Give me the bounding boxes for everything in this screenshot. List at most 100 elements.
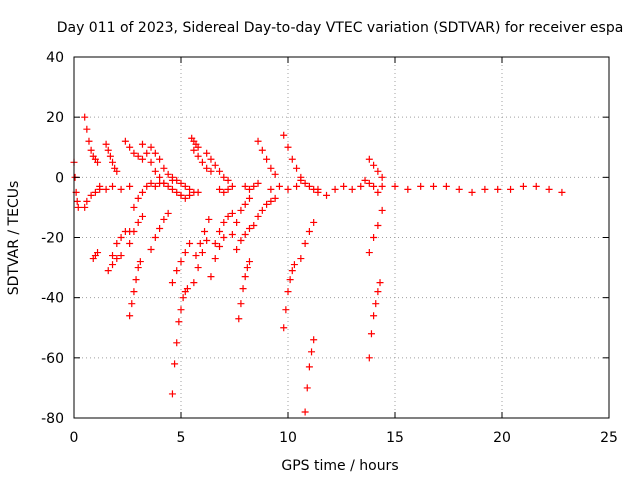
data-point bbox=[164, 170, 172, 178]
x-tick-label: 20 bbox=[493, 430, 511, 446]
data-point bbox=[293, 164, 301, 172]
data-point bbox=[134, 264, 142, 272]
data-point bbox=[147, 158, 155, 166]
data-point bbox=[250, 221, 258, 229]
data-point bbox=[87, 191, 95, 199]
data-point bbox=[216, 185, 224, 193]
series-arc-ak bbox=[280, 261, 298, 332]
data-point bbox=[282, 306, 290, 314]
data-point bbox=[288, 155, 296, 163]
x-tick-labels: 0 5 10 15 20 25 bbox=[70, 430, 618, 446]
series-arc-r bbox=[168, 173, 194, 193]
data-point bbox=[126, 312, 134, 320]
data-point bbox=[168, 185, 176, 193]
y-tick-labels: -80 -60 -40 -20 0 20 40 bbox=[41, 50, 64, 427]
series-arc-y bbox=[190, 146, 215, 175]
data-point bbox=[267, 185, 275, 193]
data-point bbox=[104, 267, 112, 275]
data-point bbox=[175, 318, 183, 326]
data-point bbox=[224, 185, 232, 193]
data-point bbox=[164, 182, 172, 190]
data-marks bbox=[70, 113, 566, 416]
data-point bbox=[102, 140, 110, 148]
data-point bbox=[85, 137, 93, 145]
data-point bbox=[173, 188, 181, 196]
data-point bbox=[134, 152, 142, 160]
data-point bbox=[138, 212, 146, 220]
data-point bbox=[216, 227, 224, 235]
data-point bbox=[237, 237, 245, 245]
data-point bbox=[130, 149, 138, 157]
series-arc-v bbox=[188, 134, 202, 151]
data-point bbox=[203, 237, 211, 245]
data-point bbox=[263, 200, 271, 208]
data-point bbox=[198, 249, 206, 257]
data-point bbox=[220, 218, 228, 226]
data-point bbox=[177, 179, 185, 187]
data-point bbox=[545, 185, 553, 193]
data-point bbox=[102, 185, 110, 193]
x-tick-label: 10 bbox=[279, 430, 297, 446]
data-point bbox=[290, 261, 298, 269]
data-point bbox=[532, 182, 540, 190]
data-point bbox=[374, 167, 382, 175]
data-point bbox=[134, 218, 142, 226]
data-point bbox=[468, 188, 476, 196]
series-arc-ab bbox=[211, 209, 236, 248]
data-point bbox=[179, 294, 187, 302]
data-point bbox=[250, 182, 258, 190]
data-point bbox=[228, 209, 236, 217]
data-point bbox=[203, 149, 211, 157]
y-tick-label: 0 bbox=[55, 170, 64, 186]
data-point bbox=[192, 252, 200, 260]
data-point bbox=[216, 243, 224, 251]
series-arc-n bbox=[147, 209, 172, 254]
data-point bbox=[138, 140, 146, 148]
series-arc-aj bbox=[267, 182, 301, 193]
data-point bbox=[275, 182, 283, 190]
data-point bbox=[301, 179, 309, 187]
series-arc-ar bbox=[365, 206, 386, 257]
data-point bbox=[558, 188, 566, 196]
series-arc-b bbox=[81, 113, 102, 166]
series-arc-l bbox=[130, 182, 151, 211]
series-arc-ac bbox=[216, 182, 236, 196]
data-point bbox=[160, 179, 168, 187]
data-point bbox=[207, 167, 215, 175]
data-point bbox=[194, 152, 202, 160]
x-tick-label: 15 bbox=[386, 430, 404, 446]
series-arc-ai bbox=[254, 137, 279, 178]
data-point bbox=[156, 173, 164, 181]
data-point bbox=[96, 182, 104, 190]
y-tick-label: 20 bbox=[46, 110, 64, 126]
data-point bbox=[220, 188, 228, 196]
y-tick-label: -80 bbox=[41, 411, 64, 427]
data-point bbox=[211, 255, 219, 263]
data-point bbox=[254, 179, 262, 187]
data-point bbox=[455, 185, 463, 193]
data-point bbox=[228, 230, 236, 238]
data-point bbox=[340, 182, 348, 190]
series-arc-m bbox=[138, 140, 164, 181]
data-point bbox=[143, 182, 151, 190]
data-point bbox=[284, 143, 292, 151]
data-point bbox=[430, 182, 438, 190]
data-point bbox=[106, 152, 114, 160]
data-point bbox=[117, 185, 125, 193]
data-point bbox=[134, 194, 142, 202]
data-point bbox=[186, 185, 194, 193]
data-point bbox=[254, 137, 262, 145]
data-point bbox=[205, 215, 213, 223]
data-point bbox=[374, 188, 382, 196]
data-point bbox=[258, 206, 266, 214]
data-point bbox=[164, 209, 172, 217]
x-tick-label: 5 bbox=[177, 430, 186, 446]
data-point bbox=[147, 143, 155, 151]
data-point bbox=[365, 179, 373, 187]
data-point bbox=[181, 249, 189, 257]
data-point bbox=[74, 203, 82, 211]
data-point bbox=[201, 227, 209, 235]
data-point bbox=[241, 200, 249, 208]
data-point bbox=[173, 267, 181, 275]
data-point bbox=[156, 224, 164, 232]
